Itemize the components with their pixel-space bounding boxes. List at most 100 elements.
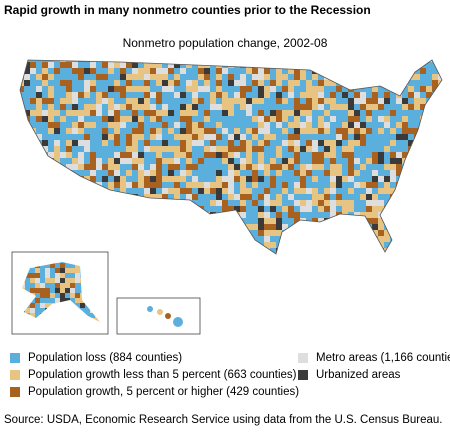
county-cell — [420, 68, 426, 74]
county-cell — [222, 194, 228, 200]
county-cell — [132, 134, 138, 140]
county-cell — [114, 182, 120, 188]
county-cell — [180, 158, 186, 164]
county-cell — [318, 116, 324, 122]
county-cell — [246, 188, 252, 194]
county-cell — [420, 146, 426, 152]
county-cell — [132, 110, 138, 116]
county-cell — [246, 128, 252, 134]
county-cell — [216, 200, 222, 206]
county-cell — [402, 60, 408, 62]
county-cell — [96, 98, 102, 104]
county-cell — [120, 218, 126, 224]
county-cell — [432, 212, 438, 218]
county-cell — [120, 152, 126, 158]
county-cell — [324, 122, 330, 128]
county-cell — [45, 298, 50, 303]
county-cell — [252, 236, 258, 242]
county-cell — [408, 152, 414, 158]
county-cell — [216, 104, 222, 110]
county-cell — [108, 194, 114, 200]
county-cell — [228, 116, 234, 122]
county-cell — [126, 140, 132, 146]
county-cell — [438, 218, 442, 224]
county-cell — [204, 116, 210, 122]
county-cell — [354, 60, 360, 62]
county-cell — [270, 224, 276, 230]
county-cell — [396, 212, 402, 218]
county-cell — [138, 62, 144, 68]
county-cell — [354, 140, 360, 146]
county-cell — [408, 60, 414, 62]
county-cell — [306, 60, 312, 62]
county-cell — [276, 224, 282, 230]
county-cell — [20, 158, 24, 164]
county-cell — [396, 194, 402, 200]
county-cell — [24, 236, 30, 242]
county-cell — [354, 218, 360, 224]
county-cell — [276, 146, 282, 152]
county-cell — [132, 152, 138, 158]
county-cell — [294, 194, 300, 200]
county-cell — [438, 248, 442, 254]
county-cell — [234, 206, 240, 212]
county-cell — [294, 254, 300, 260]
county-cell — [85, 308, 90, 313]
county-cell — [384, 134, 390, 140]
county-cell — [30, 140, 36, 146]
county-cell — [222, 248, 228, 254]
county-cell — [366, 176, 372, 182]
county-cell — [192, 182, 198, 188]
county-cell — [144, 74, 150, 80]
county-cell — [240, 194, 246, 200]
county-cell — [306, 212, 312, 218]
county-cell — [282, 60, 288, 62]
county-cell — [408, 62, 414, 68]
county-cell — [126, 80, 132, 86]
title: Rapid growth in many nonmetro counties p… — [4, 3, 371, 17]
county-cell — [36, 236, 42, 242]
county-cell — [102, 116, 108, 122]
county-cell — [120, 128, 126, 134]
county-cell — [204, 86, 210, 92]
county-cell — [198, 212, 204, 218]
county-cell — [150, 92, 156, 98]
county-cell — [234, 182, 240, 188]
county-cell — [288, 68, 294, 74]
county-cell — [426, 188, 432, 194]
county-cell — [402, 134, 408, 140]
county-cell — [378, 104, 384, 110]
county-cell — [378, 110, 384, 116]
county-cell — [246, 92, 252, 98]
county-cell — [216, 116, 222, 122]
county-cell — [420, 60, 426, 62]
county-cell — [354, 158, 360, 164]
county-cell — [138, 254, 144, 260]
county-cell — [198, 80, 204, 86]
county-cell — [210, 176, 216, 182]
county-cell — [156, 74, 162, 80]
county-cell — [102, 74, 108, 80]
county-cell — [288, 134, 294, 140]
county-cell — [438, 194, 442, 200]
county-cell — [366, 68, 372, 74]
county-cell — [90, 80, 96, 86]
county-cell — [204, 236, 210, 242]
county-cell — [348, 86, 354, 92]
county-cell — [120, 92, 126, 98]
county-cell — [282, 224, 288, 230]
county-cell — [396, 60, 402, 62]
county-cell — [402, 74, 408, 80]
county-cell — [162, 212, 168, 218]
county-cell — [390, 212, 396, 218]
county-cell — [372, 62, 378, 68]
county-cell — [30, 152, 36, 158]
county-cell — [300, 188, 306, 194]
county-cell — [30, 74, 36, 80]
county-cell — [366, 92, 372, 98]
county-cell — [294, 86, 300, 92]
county-cell — [324, 164, 330, 170]
county-cell — [234, 104, 240, 110]
county-cell — [84, 116, 90, 122]
county-cell — [252, 60, 258, 62]
